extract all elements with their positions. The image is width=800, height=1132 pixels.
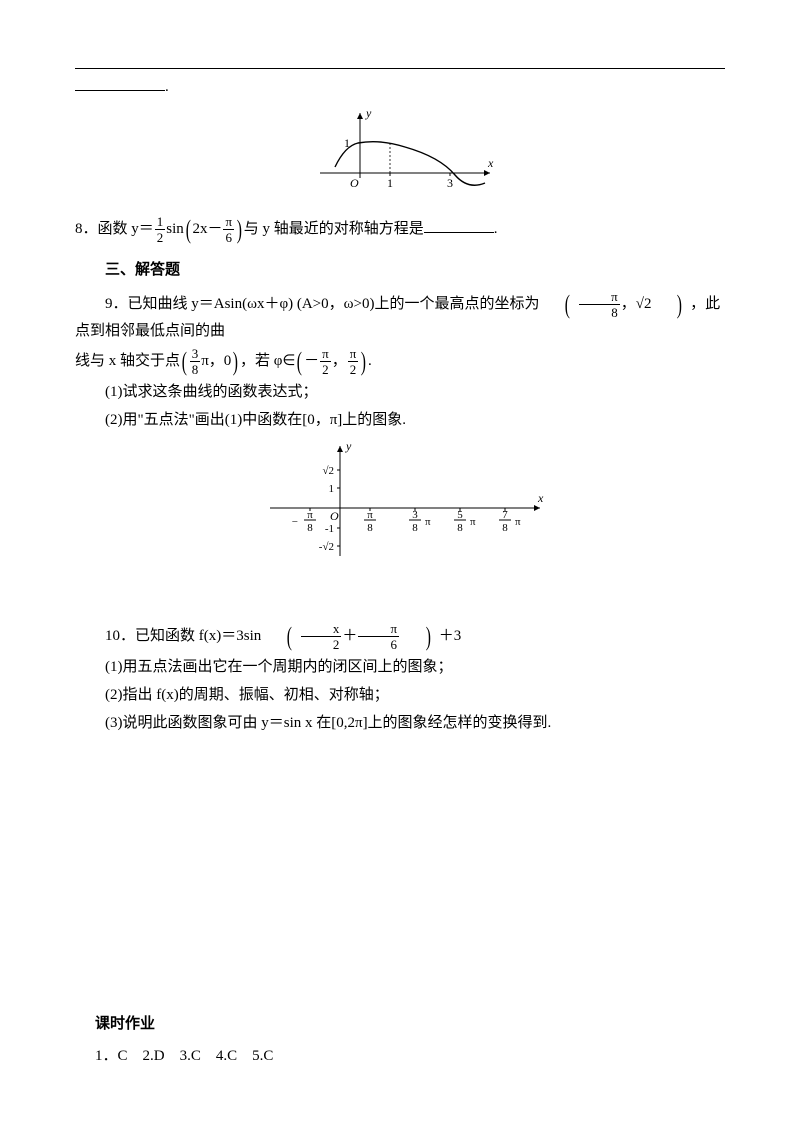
- q8-suffix: 与 y 轴最近的对称轴方程是: [244, 221, 424, 237]
- figure-2: √21-1-√2π8−π838π58π78πOyx: [250, 438, 550, 568]
- section-3-heading: 三、解答题: [75, 258, 725, 282]
- q10-arg2: π6: [358, 622, 399, 651]
- answers-line: 1．C 2.D 3.C 4.C 5.C: [95, 1044, 273, 1068]
- svg-text:-√2: -√2: [319, 541, 334, 553]
- figure-1: 1 1 3 Oy x: [300, 105, 500, 205]
- question-8: 8．函数 y＝12sin(2x－π6)与 y 轴最近的对称轴方程是.: [75, 215, 725, 244]
- prev-question-blank: .: [75, 75, 725, 99]
- q8-arg-text: 2x－: [192, 221, 222, 237]
- svg-text:8: 8: [412, 522, 418, 534]
- q9-l2b: ，若 φ∈: [240, 353, 295, 369]
- q8-coef-frac: 12: [155, 215, 166, 244]
- q10-sub1: (1)用五点法画出它在一个周期内的闭区间上的图象；: [75, 655, 725, 679]
- svg-text:8: 8: [502, 522, 508, 534]
- svg-text:√2: √2: [322, 465, 334, 477]
- q10-sub3: (3)说明此函数图象可由 y＝sin x 在[0,2π]上的图象经怎样的变换得到…: [75, 711, 725, 735]
- top-rule: [75, 68, 725, 69]
- q9-pt2-frac: 38: [190, 347, 201, 376]
- comma: ，: [332, 353, 347, 369]
- rparen-icon: ): [233, 349, 238, 375]
- rparen-icon: ): [659, 292, 682, 318]
- question-9-line1: 9．已知曲线 y＝Asin(ωx＋φ) (A>0，ω>0)上的一个最高点的坐标为…: [75, 290, 725, 343]
- q10-arg1: x2: [301, 622, 342, 651]
- svg-text:-1: -1: [325, 523, 334, 535]
- q8-end: .: [494, 221, 498, 237]
- q10-sub2: (2)指出 f(x)的周期、振幅、初相、对称轴；: [75, 683, 725, 707]
- svg-text:π: π: [470, 516, 476, 528]
- svg-text:7: 7: [502, 509, 508, 521]
- rparen-icon: ): [361, 349, 366, 375]
- lparen-icon: (: [186, 217, 191, 243]
- svg-text:y: y: [345, 439, 352, 453]
- svg-text:π: π: [515, 516, 521, 528]
- svg-text:O: O: [330, 509, 339, 523]
- svg-text:8: 8: [367, 522, 373, 534]
- comma: ，: [621, 296, 636, 312]
- q9-rng-b: π2: [348, 347, 359, 376]
- svg-text:1: 1: [344, 136, 350, 150]
- lparen-icon: (: [182, 349, 187, 375]
- comma: ，: [209, 353, 224, 369]
- svg-text:1: 1: [329, 483, 335, 495]
- q9-rng-a: π2: [320, 347, 331, 376]
- svg-text:π: π: [367, 509, 373, 521]
- q9-l1a: 9．已知曲线 y＝Asin(ωx＋φ) (A>0，ω>0)上的一个最高点的坐标为: [105, 296, 539, 312]
- q9-pt1b: √2: [636, 296, 652, 312]
- svg-text:−: −: [292, 516, 298, 528]
- answers-block: 课时作业 1．C 2.D 3.C 4.C 5.C: [95, 998, 273, 1072]
- q9-l2a: 线与 x 轴交于点: [75, 353, 180, 369]
- svg-text:π: π: [307, 509, 313, 521]
- question-9-line2: 线与 x 轴交于点(38π，0)，若 φ∈(－π2，π2).: [75, 347, 725, 376]
- q9-pt1-frac: π8: [579, 290, 620, 319]
- q8-func: sin: [166, 221, 184, 237]
- lparen-icon: (: [297, 349, 302, 375]
- page: . 113Oyx 8．函数 y＝12sin(2x－π6)与 y 轴最近的对称轴方…: [0, 0, 800, 1132]
- q8-prefix: 8．函数 y＝: [75, 221, 154, 237]
- q10-plus: ＋: [342, 628, 357, 644]
- question-10-line1: 10．已知函数 f(x)＝3sin ( x2＋π6) ＋3: [75, 622, 725, 651]
- blank-underline: [75, 75, 165, 91]
- svg-text:5: 5: [457, 509, 463, 521]
- svg-text:1: 1: [387, 176, 393, 190]
- q9-pt2b: 0: [224, 353, 232, 369]
- blank-suffix: .: [165, 79, 169, 95]
- spacer: [75, 578, 725, 618]
- rparen-icon: ): [237, 217, 242, 243]
- svg-text:x: x: [537, 491, 544, 505]
- svg-text:3: 3: [447, 176, 453, 190]
- q10-l1a: 10．已知函数 f(x)＝3sin: [105, 628, 261, 644]
- q9-l2c: .: [368, 353, 372, 369]
- svg-text:8: 8: [307, 522, 313, 534]
- svg-text:y: y: [365, 106, 372, 120]
- svg-text:π: π: [425, 516, 431, 528]
- q10-l1b: ＋3: [439, 628, 462, 644]
- answers-title: 课时作业: [95, 1012, 273, 1036]
- q9-sub2: (2)用"五点法"画出(1)中函数在[0，π]上的图象.: [75, 408, 725, 432]
- neg: －: [304, 353, 319, 369]
- rparen-icon: ): [408, 624, 431, 650]
- svg-text:3: 3: [412, 509, 418, 521]
- q8-arg-frac: π6: [223, 215, 234, 244]
- lparen-icon: (: [269, 624, 292, 650]
- q9-sub1: (1)试求这条曲线的函数表达式；: [75, 380, 725, 404]
- lparen-icon: (: [547, 292, 570, 318]
- svg-text:O: O: [350, 176, 359, 190]
- svg-text:8: 8: [457, 522, 463, 534]
- q8-blank: [424, 217, 494, 233]
- q9-pt2-suffix: π: [201, 353, 209, 369]
- svg-text:x: x: [487, 156, 494, 170]
